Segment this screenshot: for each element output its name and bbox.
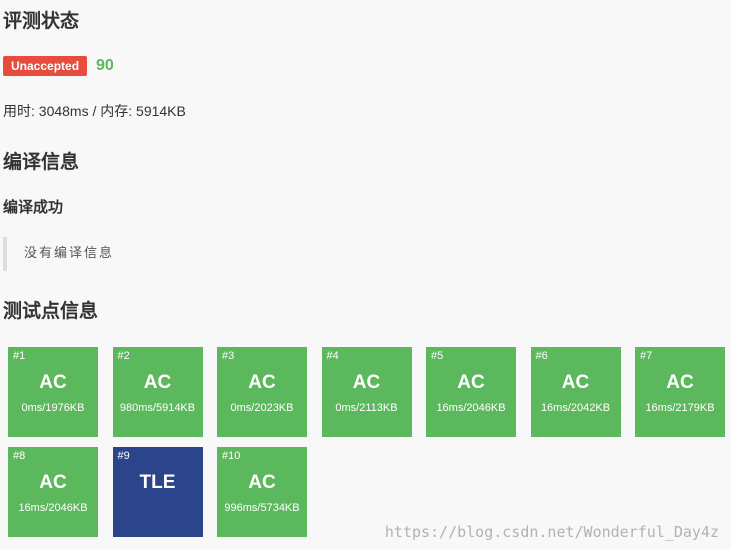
testcase-verdict: AC (561, 372, 590, 393)
testcase-verdict: AC (666, 372, 694, 393)
testcase-number: #4 (326, 350, 339, 362)
testcase-verdict: AC (457, 372, 485, 393)
resource-usage: 用时: 3048ms / 内存: 5914KB (3, 103, 186, 119)
testcase-tile[interactable]: #9 TLE (112, 447, 203, 537)
testcase-verdict: AC (143, 372, 172, 393)
testcase-tile[interactable]: #2 AC 980ms/5914KB (112, 347, 203, 437)
testcase-verdict: AC (248, 372, 276, 393)
testcases-heading: 测试点信息 (3, 300, 99, 322)
testcase-number: #9 (117, 450, 130, 462)
testcase-verdict: AC (39, 472, 67, 493)
testcase-number: #2 (117, 350, 130, 362)
compile-heading: 编译信息 (3, 151, 80, 173)
testcase-tile[interactable]: #1 AC 0ms/1976KB (8, 347, 98, 437)
testcase-tile[interactable]: #10 AC 996ms/5734KB (217, 447, 307, 537)
testcase-resource: 16ms/2042KB (540, 402, 611, 414)
testcase-tile[interactable]: #3 AC 0ms/2023KB (217, 347, 307, 437)
testcase-tile[interactable]: #5 AC 16ms/2046KB (426, 347, 516, 437)
testcase-number: #8 (13, 450, 26, 462)
testcase-resource: 0ms/2023KB (230, 402, 294, 414)
testcase-verdict: AC (248, 472, 276, 493)
score: 90 (96, 57, 114, 74)
testcase-resource: 16ms/2179KB (645, 402, 715, 414)
testcase-resource: 996ms/5734KB (224, 502, 300, 514)
testcase-resource: 16ms/2046KB (436, 402, 506, 414)
testcase-resource: 16ms/2046KB (18, 502, 88, 514)
testcase-number: #10 (222, 450, 241, 462)
testcase-number: #7 (640, 350, 653, 362)
testcase-verdict: AC (352, 372, 381, 393)
watermark: https://blog.csdn.net/Wonderful_Day4z (384, 523, 719, 541)
testcase-number: #1 (13, 350, 26, 362)
status-row: Unaccepted 90 (3, 55, 114, 77)
testcase-number: #5 (431, 350, 444, 362)
testcase-tile[interactable]: #8 AC 16ms/2046KB (8, 447, 98, 537)
status-heading: 评测状态 (3, 10, 80, 32)
testcase-number: #6 (535, 350, 548, 362)
testcase-resource: 0ms/1976KB (21, 402, 85, 414)
testcase-verdict: AC (39, 372, 67, 393)
testcase-resource: 0ms/2113KB (335, 402, 398, 414)
compile-message: 没有编译信息 (3, 237, 114, 271)
compile-result: 编译成功 (3, 198, 64, 216)
testcase-tile[interactable]: #4 AC 0ms/2113KB (321, 347, 412, 437)
testcase-verdict: TLE (139, 472, 176, 493)
testcase-number: #3 (222, 350, 235, 362)
testcase-tile[interactable]: #7 AC 16ms/2179KB (635, 347, 725, 437)
testcase-resource: 980ms/5914KB (119, 402, 196, 414)
testcase-grid: #1 AC 0ms/1976KB #2 AC 980ms/5914KB #3 AC 0ms/20… (8, 347, 728, 537)
status-badge: Unaccepted (3, 56, 88, 76)
testcase-tile[interactable]: #6 AC 16ms/2042KB (530, 347, 621, 437)
